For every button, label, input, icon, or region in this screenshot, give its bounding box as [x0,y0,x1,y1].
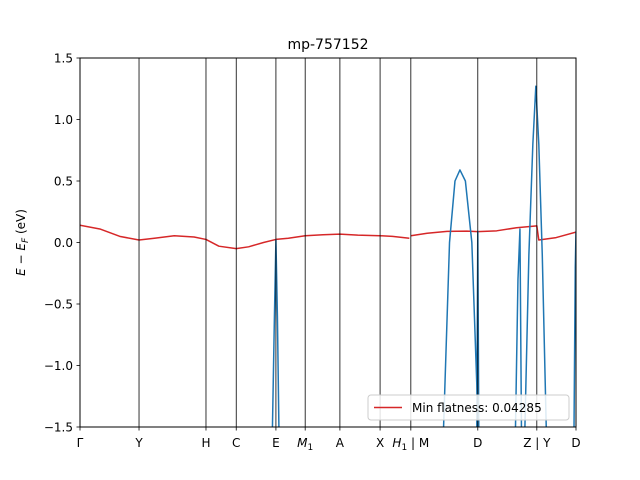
x-tick-label-main: H [392,436,401,450]
y-axis-label-main: E − E [14,243,28,276]
y-axis-label-unit: (eV) [14,209,28,238]
series-1-segment-3 [514,228,523,427]
x-tick-label: C [232,436,240,450]
y-tick-label: 0.5 [54,174,73,188]
legend: Min flatness: 0.04285 [367,394,570,421]
y-tick-label: 0.0 [54,236,73,250]
x-tick-label: E [272,436,280,450]
x-tick-label: Z | Y [523,436,551,450]
x-tick-label: D [473,436,482,450]
x-tick-label: H [201,436,210,450]
y-axis-ticks: 1.5 1.0 0.5 0.0 −0.5 −1.0 −1.5 [44,51,80,434]
high-symmetry-lines [138,58,538,427]
x-tick-label-main: M [297,436,308,450]
y-tick-label: −1.5 [44,420,73,434]
x-tick-label: Y [134,436,143,450]
x-tick-label-subscript: 1 [401,443,407,453]
x-tick-label: D [571,436,580,450]
y-tick-label: −0.5 [44,297,73,311]
series-1-segment-4 [524,85,547,427]
y-tick-label: −1.0 [44,359,73,373]
x-tick-label: X [376,436,384,450]
legend-box [367,394,570,421]
legend-label: Min flatness: 0.04285 [412,401,542,415]
x-tick-label-subscript: 1 [307,443,313,453]
series-0-segment-1 [410,225,576,241]
x-tick-label: A [336,436,345,450]
y-axis-label-subscript: F [21,237,31,243]
series-1-segment-1 [442,169,480,427]
x-tick-label: Γ [77,436,84,450]
y-tick-label: 1.5 [54,51,73,65]
chart-title: mp-757152 [287,37,368,53]
y-axis-label: E − EF (eV) [14,209,31,276]
x-tick-label-suffix: | M [407,436,429,450]
series-0-segment-0 [80,224,410,250]
x-tick-label: M1 [297,436,313,453]
y-tick-label: 1.0 [54,113,73,127]
x-tick-label: H1 | M [392,436,429,453]
